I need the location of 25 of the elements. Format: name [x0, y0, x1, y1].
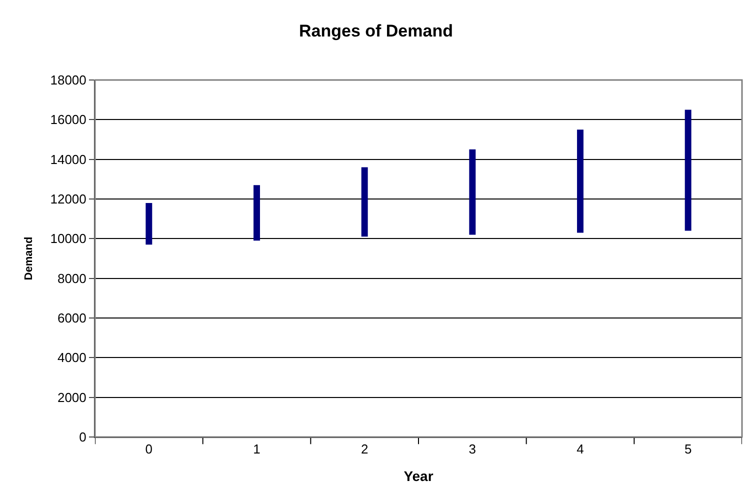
x-tick-label: 5 [684, 442, 692, 457]
y-tick-label: 2000 [57, 390, 86, 405]
y-tick-label: 10000 [50, 231, 86, 246]
x-tick-label: 2 [360, 442, 368, 457]
bar [577, 130, 584, 233]
bar [361, 167, 368, 237]
x-tick-label: 0 [145, 442, 153, 457]
bar [469, 149, 476, 235]
bar [684, 110, 692, 231]
bar [254, 185, 260, 241]
y-tick-label: 6000 [57, 310, 86, 326]
x-tick-label: 3 [468, 442, 476, 457]
y-tick-label: 12000 [50, 192, 86, 207]
y-tick-label: 0 [79, 430, 86, 445]
y-axis-title: Demand [22, 236, 35, 280]
bar [146, 202, 152, 245]
y-tick-label: 16000 [50, 112, 86, 128]
chart-title: Ranges of Demand [299, 22, 453, 40]
x-tick-label: 1 [253, 442, 260, 457]
y-tick-label: 4000 [57, 350, 86, 366]
y-tick-label: 8000 [57, 270, 86, 286]
x-axis-title: Year [404, 468, 434, 484]
y-tick-label: 14000 [50, 152, 86, 167]
y-tick-label: 18000 [50, 72, 86, 88]
x-tick-label: 4 [576, 442, 584, 457]
